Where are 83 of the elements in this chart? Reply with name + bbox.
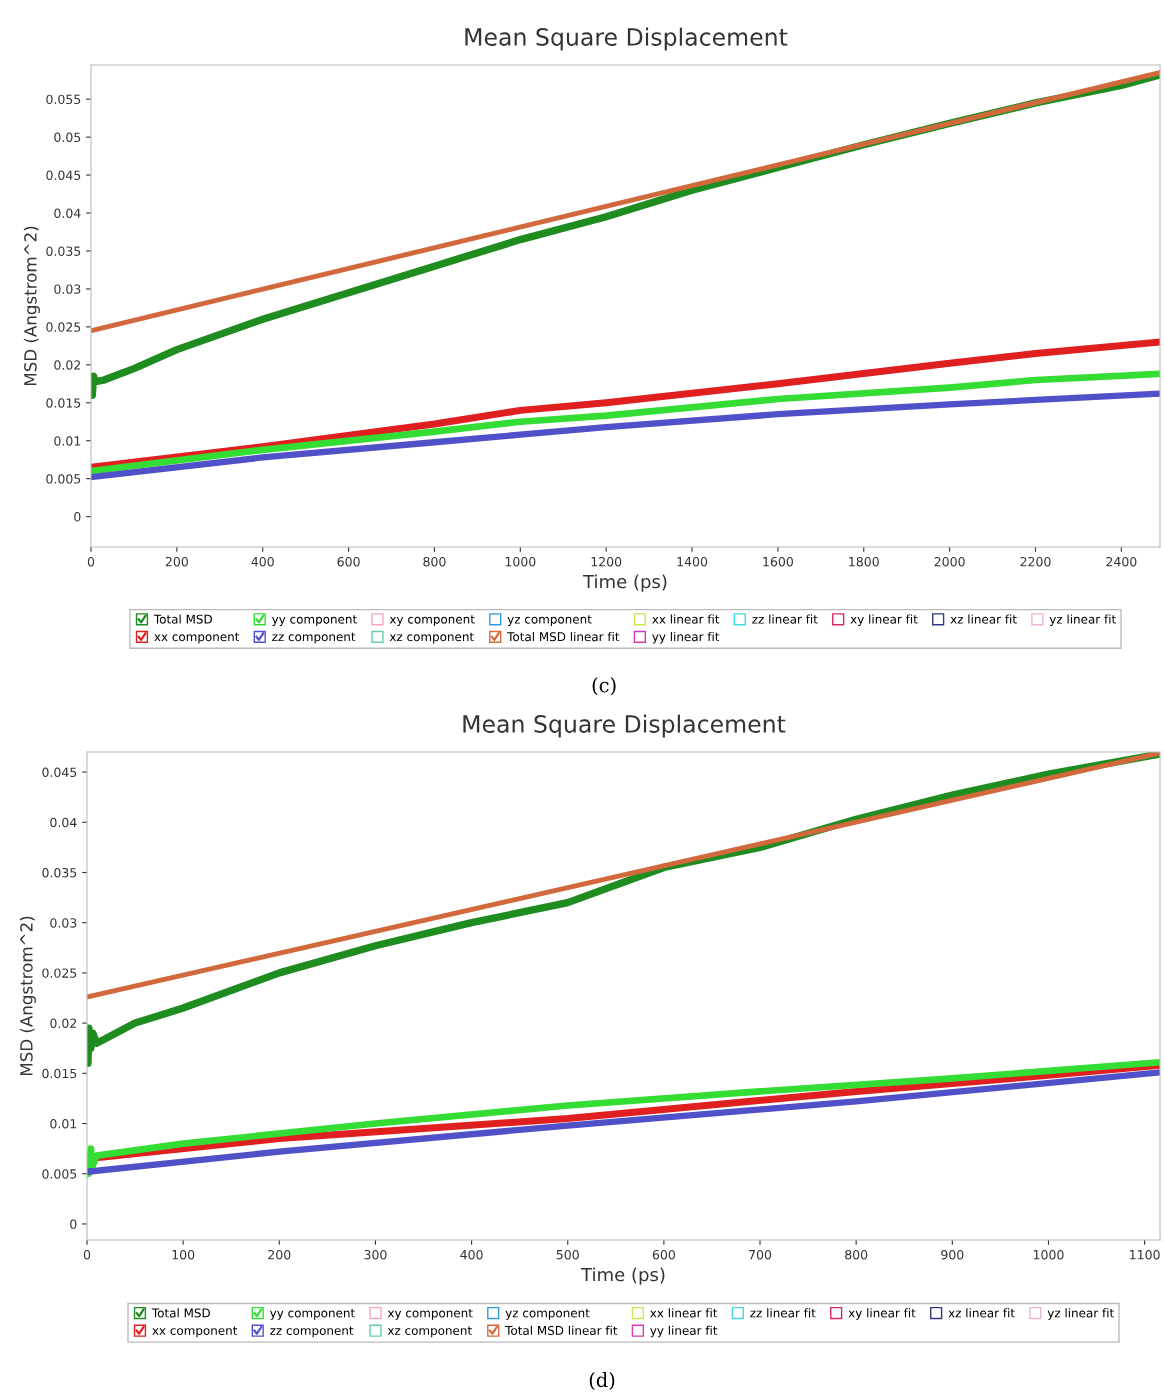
y-tick-label: 0.04 [54, 208, 81, 218]
x-tick-label: 1000 [505, 556, 536, 567]
x-tick-label: 100 [172, 1249, 195, 1260]
x-tick-label: 1400 [677, 556, 708, 567]
y-tick-label: 0.005 [46, 474, 81, 484]
x-tick-label: 800 [423, 556, 446, 567]
legend-label: Total MSD linear fit [505, 1325, 618, 1335]
x-tick-label: 200 [268, 1249, 291, 1260]
x-tick-label: 500 [556, 1249, 579, 1260]
x-tick-label: 2000 [934, 556, 965, 567]
y-tick-label: 0.05 [54, 132, 81, 143]
y-tick-label: 0.025 [46, 322, 81, 332]
x-axis-title: Time (ps) [583, 574, 667, 592]
chart-title: Mean Square Displacement [465, 27, 788, 51]
legend-label: yy component [270, 1308, 355, 1320]
x-tick-label: 2400 [1106, 556, 1137, 567]
y-tick-label: 0.035 [46, 246, 81, 256]
x-axis-title: Time (ps) [581, 1267, 665, 1285]
y-axis-title: MSD (Angstrom^2) [19, 916, 36, 1076]
y-tick-label: 0.03 [54, 284, 81, 294]
y-tick-label: 0 [74, 512, 81, 522]
legend-label: Total MSD [151, 1308, 210, 1318]
y-tick-label: 0.02 [54, 360, 81, 370]
legend-label: yy linear fit [650, 1325, 718, 1338]
legend-label: yy component [272, 615, 357, 626]
x-tick-label: 900 [941, 1249, 964, 1260]
x-tick-label: 1600 [763, 556, 793, 567]
y-tick-label: 0.015 [46, 398, 81, 408]
legend-label: yz component [507, 615, 592, 626]
legend-label: zz component [270, 1326, 354, 1338]
y-tick-label: 0.055 [46, 94, 81, 105]
x-tick-label: 700 [749, 1249, 772, 1260]
y-tick-label: 0.045 [42, 767, 77, 778]
x-tick-label: 1100 [1130, 1249, 1160, 1260]
legend-label: xz linear fit [948, 1308, 1015, 1318]
x-tick-label: 200 [165, 556, 188, 567]
legend-label: yz linear fit [1047, 1308, 1114, 1320]
legend-label: xz component [387, 1326, 472, 1338]
y-axis-title: MSD (Angstrom^2) [23, 226, 40, 386]
y-tick-label: 0.045 [46, 170, 81, 180]
x-tick-label: 600 [652, 1249, 675, 1260]
legend-label: xx component [152, 1326, 238, 1338]
x-tick-label: 800 [845, 1249, 868, 1260]
legend-label: yy linear fit [652, 631, 720, 644]
x-tick-label: 400 [460, 1249, 483, 1260]
legend-label: xy component [387, 1308, 473, 1320]
y-tick-label: 0.015 [42, 1068, 77, 1079]
chart-title: Mean Square Displacement [463, 714, 786, 738]
legend-label: xx linear fit [652, 614, 720, 624]
y-tick-label: 0 [70, 1219, 77, 1229]
x-tick-label: 600 [337, 556, 360, 567]
x-tick-label: 0 [83, 1249, 91, 1260]
y-tick-label: 0.03 [50, 918, 77, 928]
text: (c) [592, 677, 616, 696]
y-tick-label: 0.02 [50, 1018, 77, 1029]
y-tick-label: 0.005 [42, 1169, 77, 1179]
y-tick-label: 0.04 [50, 817, 77, 828]
x-tick-label: 2200 [1020, 556, 1051, 567]
y-tick-label: 0.01 [50, 1118, 77, 1129]
legend-label: Total MSD linear fit [507, 631, 620, 642]
legend-label: xy linear fit [850, 614, 918, 626]
legend-label: zz component [272, 632, 356, 644]
legend-label: zz linear fit [752, 614, 818, 624]
x-tick-label: 400 [251, 556, 274, 567]
x-tick-label: 0 [87, 556, 95, 567]
legend-label: xz linear fit [950, 614, 1017, 624]
y-tick-label: 0.035 [42, 867, 77, 878]
legend-label: xx component [154, 632, 240, 644]
legend-label: yz linear fit [1049, 614, 1116, 626]
x-tick-label: 1200 [591, 556, 622, 567]
text: (d) [589, 1372, 615, 1390]
x-tick-label: 1000 [1033, 1249, 1064, 1260]
legend-label: Total MSD [153, 614, 212, 624]
legend-label: zz linear fit [750, 1308, 816, 1318]
legend-label: xx linear fit [650, 1308, 718, 1318]
legend-label: xy linear fit [848, 1308, 916, 1320]
legend-label: xy component [389, 615, 475, 626]
legend-label: xz component [389, 632, 474, 644]
x-tick-label: 1800 [849, 556, 879, 567]
legend-label: yz component [505, 1308, 590, 1320]
y-tick-label: 0.025 [42, 968, 77, 978]
y-tick-label: 0.01 [54, 436, 81, 446]
x-tick-label: 300 [364, 1249, 387, 1260]
